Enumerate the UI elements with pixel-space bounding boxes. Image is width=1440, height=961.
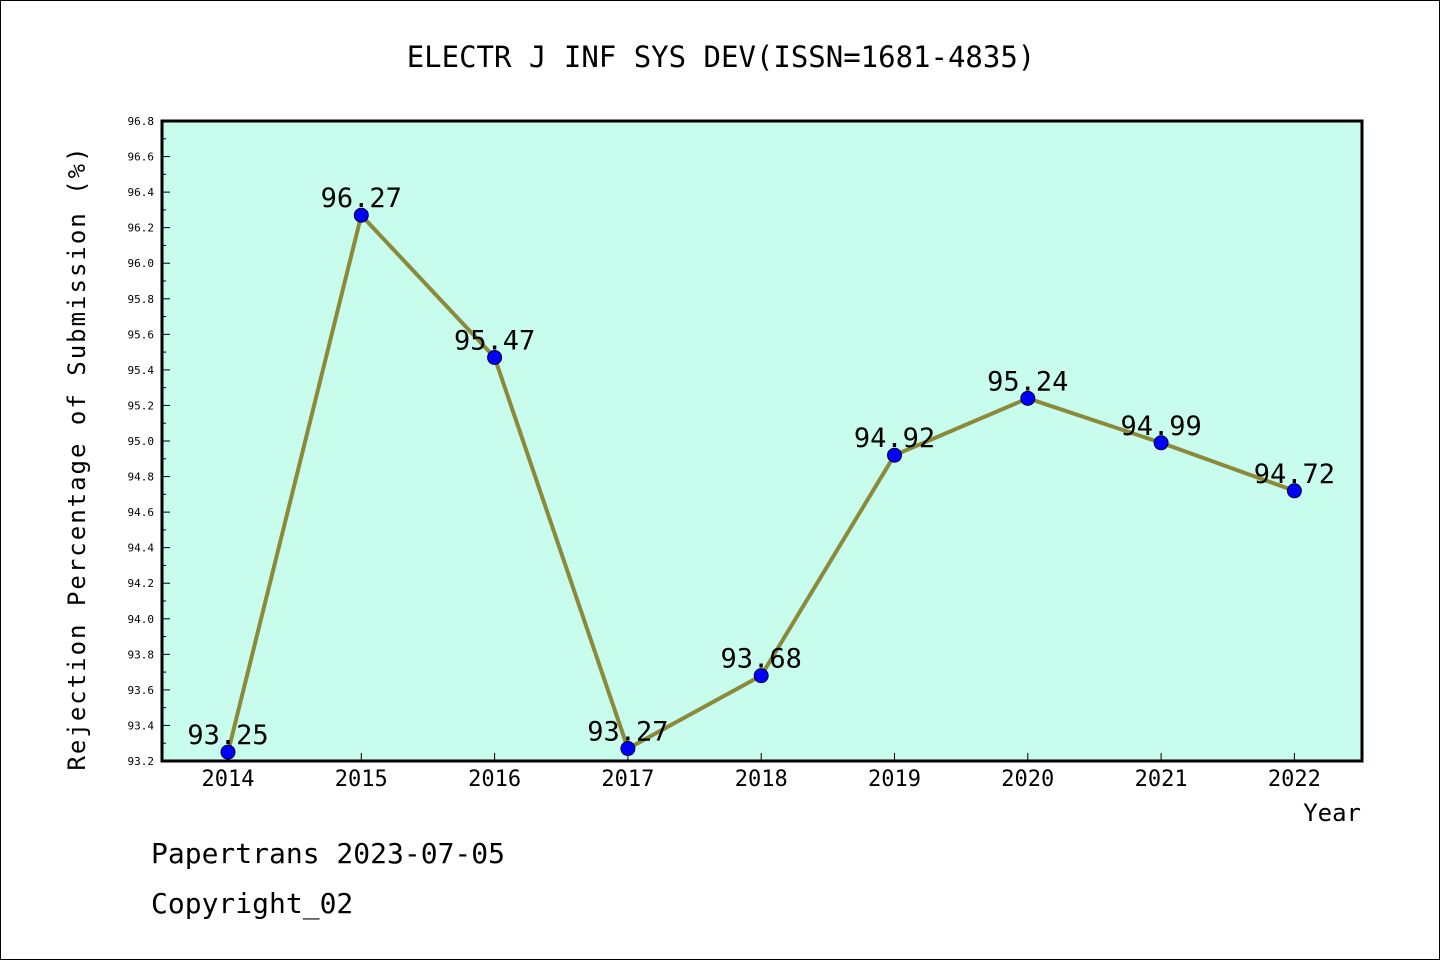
x-axis: 2014 2015 2016 2017 2018 2019 2020 2021 2022 [202, 753, 1321, 792]
x-tick-label: 2014 [202, 767, 255, 792]
y-tick-label: 95.4 [128, 364, 155, 377]
y-tick-label: 96.0 [128, 257, 155, 270]
y-axis-label: Rejection Percentage of Submission (%) [63, 145, 91, 770]
data-label: 94.92 [854, 423, 935, 454]
x-tick-label: 2022 [1268, 767, 1321, 792]
x-tick-label: 2018 [735, 767, 788, 792]
x-tick-label: 2015 [335, 767, 388, 792]
y-tick-label: 95.8 [128, 293, 155, 306]
y-tick-label: 94.0 [128, 613, 155, 626]
data-label: 95.47 [454, 325, 535, 356]
y-tick-label: 93.6 [128, 684, 155, 697]
series-layer: 93.25 96.27 95.47 93.27 93.68 94.92 95.24 94.99… [187, 183, 1335, 760]
x-tick-label: 2017 [601, 767, 654, 792]
x-tick-label: 2016 [468, 767, 521, 792]
y-tick-label: 96.4 [128, 186, 155, 199]
y-tick-label: 96.6 [128, 151, 155, 164]
x-tick-label: 2021 [1135, 767, 1188, 792]
x-tick-label: 2020 [1001, 767, 1054, 792]
y-tick-label: 94.8 [128, 471, 155, 484]
data-point [1153, 435, 1169, 451]
chart-title: ELECTR J INF SYS DEV(ISSN=1681-4835) [407, 40, 1036, 74]
y-tick-label: 94.6 [128, 506, 155, 519]
data-label: 96.27 [321, 183, 402, 214]
data-label: 94.72 [1254, 459, 1335, 490]
data-point [487, 349, 503, 365]
y-tick-label: 93.4 [128, 719, 155, 732]
data-point [220, 744, 236, 760]
data-label: 95.24 [987, 366, 1068, 397]
y-tick-label: 93.2 [128, 755, 155, 768]
y-tick-label: 95.0 [128, 435, 155, 448]
footer-date: Papertrans 2023-07-05 [151, 837, 506, 870]
x-axis-label: Year [1303, 799, 1361, 827]
y-tick-label: 96.8 [128, 115, 155, 128]
data-label: 93.27 [587, 717, 668, 748]
data-point [887, 447, 902, 463]
data-label: 93.25 [187, 720, 268, 751]
y-axis: 93.2 93.4 93.6 93.8 94.0 94.2 94.4 94.6 94.8 95.0… [128, 115, 170, 768]
footer-copyright: Copyright_02 [151, 887, 354, 920]
y-tick-label: 93.8 [128, 648, 155, 661]
y-tick-label: 95.2 [128, 399, 155, 412]
data-point [1286, 483, 1302, 499]
data-label: 93.68 [721, 644, 802, 675]
y-tick-label: 94.4 [128, 542, 155, 555]
data-point [620, 741, 636, 757]
y-tick-label: 96.2 [128, 222, 155, 235]
data-point [1020, 390, 1036, 406]
data-point [753, 668, 769, 684]
y-tick-label: 94.2 [128, 577, 155, 590]
x-tick-label: 2019 [868, 767, 921, 792]
data-label: 94.99 [1120, 411, 1201, 442]
y-tick-label: 95.6 [128, 328, 155, 341]
data-point [353, 207, 369, 223]
